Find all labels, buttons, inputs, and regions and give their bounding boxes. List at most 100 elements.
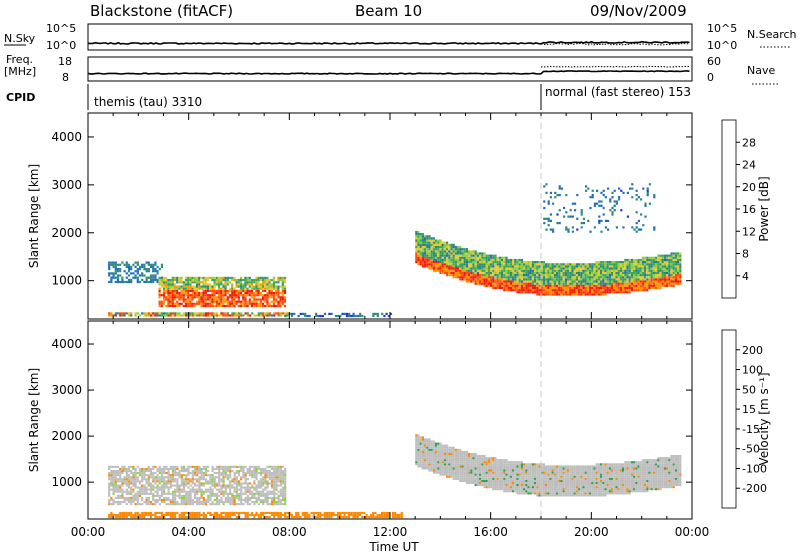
heatmap-cell [664, 227, 666, 229]
heatmap-cell [580, 274, 583, 277]
heatmap-cell [459, 274, 462, 277]
heatmap-cell [198, 298, 201, 301]
heatmap-cell [446, 258, 449, 262]
heatmap-cell [442, 291, 444, 293]
heatmap-cell [646, 227, 648, 229]
heatmap-cell [542, 289, 545, 292]
heatmap-cell [125, 261, 128, 264]
heatmap-cell [275, 291, 278, 295]
heatmap-cell [604, 242, 606, 244]
heatmap-cell [446, 285, 448, 287]
heatmap-cell [580, 233, 582, 235]
heatmap-cell [457, 283, 459, 285]
heatmap-cell [635, 291, 637, 293]
heatmap-cell [494, 244, 496, 246]
heatmap-cell [443, 243, 446, 246]
heatmap-cell [523, 298, 525, 300]
heatmap-cell [659, 246, 661, 248]
heatmap-cell [655, 296, 657, 298]
heatmap-cell [586, 278, 589, 281]
heatmap-cell [516, 280, 519, 283]
heatmap-cell [235, 312, 238, 315]
heatmap-cell [553, 265, 556, 268]
heatmap-cell [430, 256, 433, 259]
heatmap-cell [272, 296, 276, 299]
heatmap-cell [448, 271, 451, 274]
heatmap-cell [162, 300, 166, 303]
heatmap-cell [628, 284, 631, 287]
heatmap-cell [475, 285, 477, 287]
heatmap-cell [659, 242, 661, 244]
heatmap-cell [424, 248, 427, 251]
heatmap-cell [167, 314, 170, 317]
heatmap-cell [547, 244, 549, 246]
heatmap-cell [532, 240, 534, 242]
heatmap-cell [602, 257, 604, 259]
heatmap-cell [563, 242, 565, 244]
heatmap-cell [448, 263, 451, 266]
heatmap-cell [450, 261, 453, 264]
heatmap-cell [465, 254, 468, 257]
heatmap-cell [653, 248, 655, 250]
heatmap-cell [112, 261, 115, 264]
heatmap-cell [545, 282, 548, 285]
heatmap-cell [162, 279, 166, 282]
heatmap-cell [574, 229, 576, 231]
heatmap-cell [558, 280, 561, 283]
heatmap-cell [531, 280, 534, 283]
heatmap-cell [490, 248, 492, 250]
heatmap-cell [516, 246, 518, 248]
heatmap-cell [446, 296, 448, 298]
heatmap-cell [626, 286, 629, 290]
heatmap-cell [545, 233, 547, 235]
heatmap-cell [655, 246, 657, 248]
heatmap-cell [237, 298, 240, 301]
heatmap-cell [655, 240, 657, 242]
heatmap-cell [527, 284, 530, 287]
heatmap-cell [184, 291, 188, 295]
heatmap-cell [545, 278, 548, 281]
heatmap-cell [417, 263, 420, 266]
heatmap-cell [560, 298, 562, 300]
heatmap-cell [145, 314, 148, 317]
heatmap-cell [231, 279, 234, 282]
heatmap-cell [488, 231, 490, 233]
heatmap-cell [259, 294, 262, 297]
heatmap-cell [549, 267, 552, 270]
heatmap-cell [450, 265, 453, 268]
heatmap-cell [501, 256, 504, 259]
heatmap-cell [437, 258, 440, 262]
heatmap-cell [253, 298, 256, 301]
heatmap-cell [538, 276, 541, 279]
heatmap-cell [651, 233, 653, 235]
heatmap-cell [178, 287, 181, 290]
heatmap-cell [198, 285, 201, 288]
heatmap-cell [173, 289, 177, 292]
heatmap-cell [553, 276, 556, 279]
heatmap-cell [624, 293, 626, 295]
heatmap-cell [472, 229, 474, 231]
heatmap-cell [503, 282, 506, 285]
heatmap-cell [239, 302, 243, 305]
heatmap-cell [644, 261, 647, 264]
heatmap-cell [328, 312, 331, 315]
heatmap-cell [246, 302, 249, 305]
heatmap-cell [534, 233, 536, 235]
heatmap-cell [345, 312, 349, 315]
heatmap-cell [659, 248, 661, 250]
heatmap-cell [655, 291, 657, 293]
heatmap-cell [348, 314, 351, 318]
heatmap-cell [191, 287, 194, 290]
heatmap-cell [465, 256, 468, 259]
heatmap-cell [505, 280, 508, 283]
heatmap-cell [457, 291, 459, 293]
heatmap-cell [613, 257, 615, 259]
heatmap-cell [615, 263, 618, 266]
heatmap-cell [217, 276, 221, 279]
heatmap-cell [435, 258, 438, 262]
heatmap-cell [525, 242, 527, 244]
heatmap-cell [626, 227, 628, 229]
heatmap-cell [534, 296, 536, 298]
heatmap-cell [512, 250, 514, 252]
heatmap-cell [582, 278, 585, 281]
